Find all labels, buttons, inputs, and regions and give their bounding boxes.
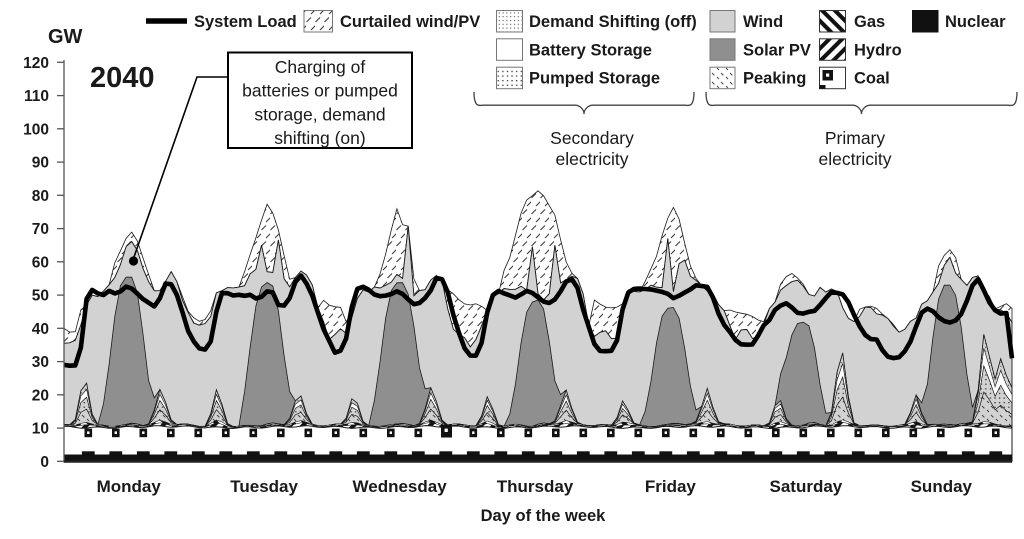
svg-text:Battery Storage: Battery Storage xyxy=(529,41,652,59)
svg-text:Nuclear: Nuclear xyxy=(945,13,1006,31)
svg-text:0: 0 xyxy=(40,454,49,471)
svg-text:70: 70 xyxy=(32,221,49,238)
svg-text:Demand Shifting (off): Demand Shifting (off) xyxy=(529,13,697,31)
svg-text:100: 100 xyxy=(23,121,49,138)
svg-text:Hydro: Hydro xyxy=(854,41,902,59)
svg-text:2040: 2040 xyxy=(90,62,155,94)
svg-text:shifting (on): shifting (on) xyxy=(274,128,365,148)
svg-text:GW: GW xyxy=(48,26,83,48)
svg-text:Saturday: Saturday xyxy=(770,477,843,496)
svg-text:Secondary: Secondary xyxy=(550,128,634,148)
svg-text:electricity: electricity xyxy=(819,149,892,169)
svg-text:System Load: System Load xyxy=(194,13,297,31)
svg-text:Curtailed wind/PV: Curtailed wind/PV xyxy=(340,13,480,31)
svg-text:Solar PV: Solar PV xyxy=(743,41,811,59)
svg-text:40: 40 xyxy=(32,321,49,338)
svg-text:Monday: Monday xyxy=(97,477,162,496)
svg-text:60: 60 xyxy=(32,254,49,271)
svg-text:batteries or pumped: batteries or pumped xyxy=(242,81,398,101)
svg-text:Gas: Gas xyxy=(854,13,885,31)
svg-text:50: 50 xyxy=(32,288,49,305)
svg-text:Pumped Storage: Pumped Storage xyxy=(529,70,660,88)
svg-text:110: 110 xyxy=(24,88,49,105)
svg-text:Wednesday: Wednesday xyxy=(353,477,448,496)
svg-text:Coal: Coal xyxy=(854,70,890,88)
svg-text:Tuesday: Tuesday xyxy=(230,477,298,496)
svg-text:30: 30 xyxy=(32,354,49,371)
svg-text:Friday: Friday xyxy=(645,477,697,496)
svg-text:Charging of: Charging of xyxy=(275,57,366,77)
svg-text:10: 10 xyxy=(32,421,49,438)
svg-text:Primary: Primary xyxy=(825,128,886,148)
svg-text:Thursday: Thursday xyxy=(497,477,574,496)
svg-text:80: 80 xyxy=(32,188,49,205)
svg-text:Wind: Wind xyxy=(743,13,783,31)
svg-text:90: 90 xyxy=(32,155,49,172)
svg-text:storage, demand: storage, demand xyxy=(254,104,385,124)
svg-text:20: 20 xyxy=(32,387,49,404)
svg-text:Peaking: Peaking xyxy=(743,70,806,88)
svg-text:120: 120 xyxy=(23,55,49,72)
svg-text:electricity: electricity xyxy=(556,149,629,169)
svg-text:Sunday: Sunday xyxy=(911,477,973,496)
svg-text:Day of the week: Day of the week xyxy=(481,507,607,525)
